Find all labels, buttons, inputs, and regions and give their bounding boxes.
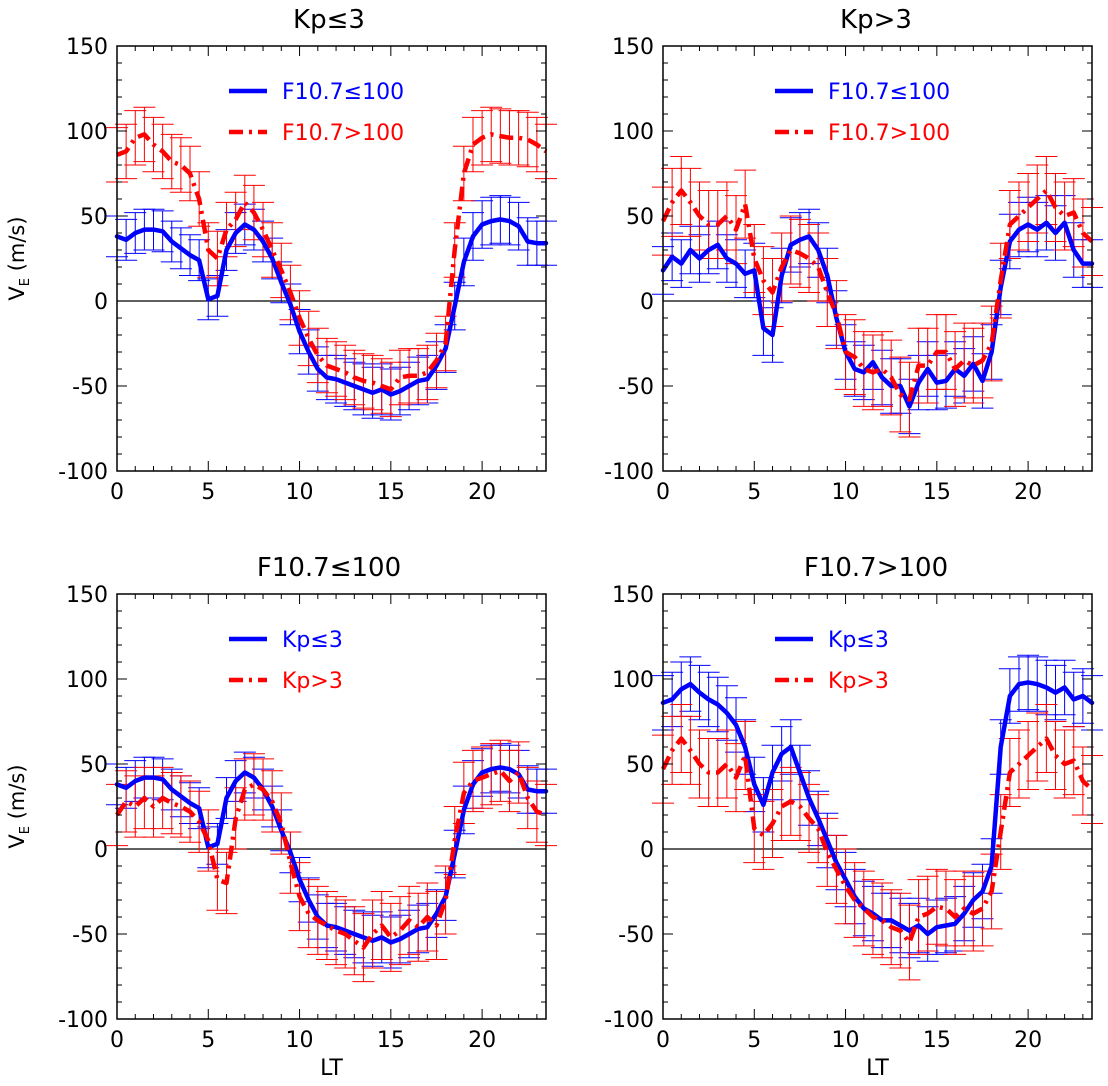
plot-frame — [116, 593, 547, 1020]
panel-3: F10.7≤100 0 5 10 15 20 -100 -50 0 50 100 150 VE (m/… — [5, 553, 557, 1081]
y-tick-label: 100 — [66, 120, 108, 145]
x-tick-label: 0 — [656, 1028, 670, 1053]
y-axis-label-main: V — [5, 286, 29, 301]
y-tick-label: 100 — [612, 120, 654, 145]
x-tick-label: 5 — [747, 480, 761, 505]
legend-label: F10.7>100 — [828, 121, 950, 146]
y-tick-label: 150 — [66, 583, 108, 608]
panel-1: Kp≤3 0 5 10 15 20 -100 -50 0 50 100 150 VE (m/s) F10… — [5, 5, 557, 505]
y-tick-label: -100 — [604, 1008, 654, 1033]
y-tick-label: 50 — [80, 753, 108, 778]
x-tick-label: 15 — [377, 480, 405, 505]
x-tick-label: 10 — [286, 1028, 314, 1053]
y-axis-label-sub: E — [18, 826, 33, 834]
panel-title: Kp>3 — [840, 5, 912, 35]
y-axis-label: VE (m/s) — [5, 764, 33, 848]
y-tick-label: -100 — [58, 460, 108, 485]
x-tick-label: 5 — [201, 480, 215, 505]
y-tick-label: -100 — [604, 460, 654, 485]
x-tick-label: 0 — [656, 480, 670, 505]
y-tick-label: -50 — [618, 375, 654, 400]
errorbars-dashdot — [106, 739, 557, 983]
y-axis-label: VE (m/s) — [5, 216, 33, 300]
series-line-dashdot — [116, 132, 548, 392]
plot-frame — [116, 45, 547, 472]
y-tick-label: -50 — [72, 923, 108, 948]
legend-label: F10.7≤100 — [282, 80, 404, 105]
x-tick-label: 10 — [832, 480, 860, 505]
y-tick-label: 50 — [626, 205, 654, 230]
y-axis-label-unit: (m/s) — [5, 764, 29, 826]
y-tick-label: -100 — [58, 1008, 108, 1033]
y-tick-label: 150 — [66, 35, 108, 60]
errorbars-solid — [652, 195, 1103, 435]
y-tick-label: -50 — [618, 923, 654, 948]
panel-title: F10.7≤100 — [257, 553, 401, 583]
y-tick-label: 50 — [626, 753, 654, 778]
x-tick-label: 20 — [468, 480, 496, 505]
x-tick-label: 5 — [201, 1028, 215, 1053]
x-axis-label: LT — [320, 1056, 343, 1081]
series-line-solid — [114, 217, 549, 397]
panel-title: Kp≤3 — [293, 5, 365, 35]
legend-label: F10.7≤100 — [828, 80, 950, 105]
errorbars-solid — [106, 195, 557, 421]
y-axis-label-unit: (m/s) — [5, 216, 29, 278]
legend-label: F10.7>100 — [282, 121, 404, 146]
x-axis-label: LT — [866, 1056, 889, 1081]
x-tick-label: 0 — [110, 480, 124, 505]
errorbars-dashdot — [652, 704, 1103, 981]
plot-frame — [662, 593, 1093, 1020]
y-axis-label-main: V — [5, 834, 29, 849]
x-tick-label: 15 — [377, 1028, 405, 1053]
x-tick-label: 20 — [1014, 1028, 1042, 1053]
legend: F10.7≤100 F10.7>100 — [229, 80, 404, 146]
y-tick-label: 100 — [66, 668, 108, 693]
series-line-solid — [660, 680, 1095, 937]
y-tick-label: 150 — [612, 583, 654, 608]
legend: Kp≤3 Kp>3 — [775, 628, 889, 694]
y-tick-label: 0 — [640, 838, 654, 863]
x-tick-label: 0 — [110, 1028, 124, 1053]
legend: F10.7≤100 F10.7>100 — [775, 80, 950, 146]
y-tick-label: -50 — [72, 375, 108, 400]
x-tick-label: 10 — [286, 480, 314, 505]
y-tick-label: 0 — [94, 290, 108, 315]
y-tick-label: 50 — [80, 205, 108, 230]
legend: Kp≤3 Kp>3 — [229, 628, 343, 694]
y-axis-label-sub: E — [18, 278, 33, 286]
y-tick-label: 0 — [640, 290, 654, 315]
legend-label: Kp≤3 — [282, 628, 343, 653]
series-line-dashdot — [660, 188, 1094, 402]
y-tick-label: 0 — [94, 838, 108, 863]
x-tick-label: 15 — [923, 1028, 951, 1053]
series-line-dashdot — [115, 768, 547, 950]
panel-2: Kp>3 0 5 10 15 20-100-50050100150F10.7≤100F1… — [604, 5, 1103, 505]
x-tick-label: 10 — [832, 1028, 860, 1053]
y-tick-label: 150 — [612, 35, 654, 60]
panel-title: F10.7>100 — [804, 553, 948, 583]
legend-label: Kp>3 — [282, 669, 343, 694]
plot-frame — [662, 45, 1093, 472]
legend-label: Kp>3 — [828, 669, 889, 694]
panel-4: F10.7>100 0 5 10 15 20 -100 -50 0 50 100 150 LT Kp≤3… — [604, 553, 1103, 1081]
legend-label: Kp≤3 — [828, 628, 889, 653]
y-tick-label: 100 — [612, 668, 654, 693]
x-tick-label: 15 — [923, 480, 951, 505]
x-tick-label: 5 — [747, 1028, 761, 1053]
x-tick-label: 20 — [1014, 480, 1042, 505]
x-tick-label: 20 — [468, 1028, 496, 1053]
